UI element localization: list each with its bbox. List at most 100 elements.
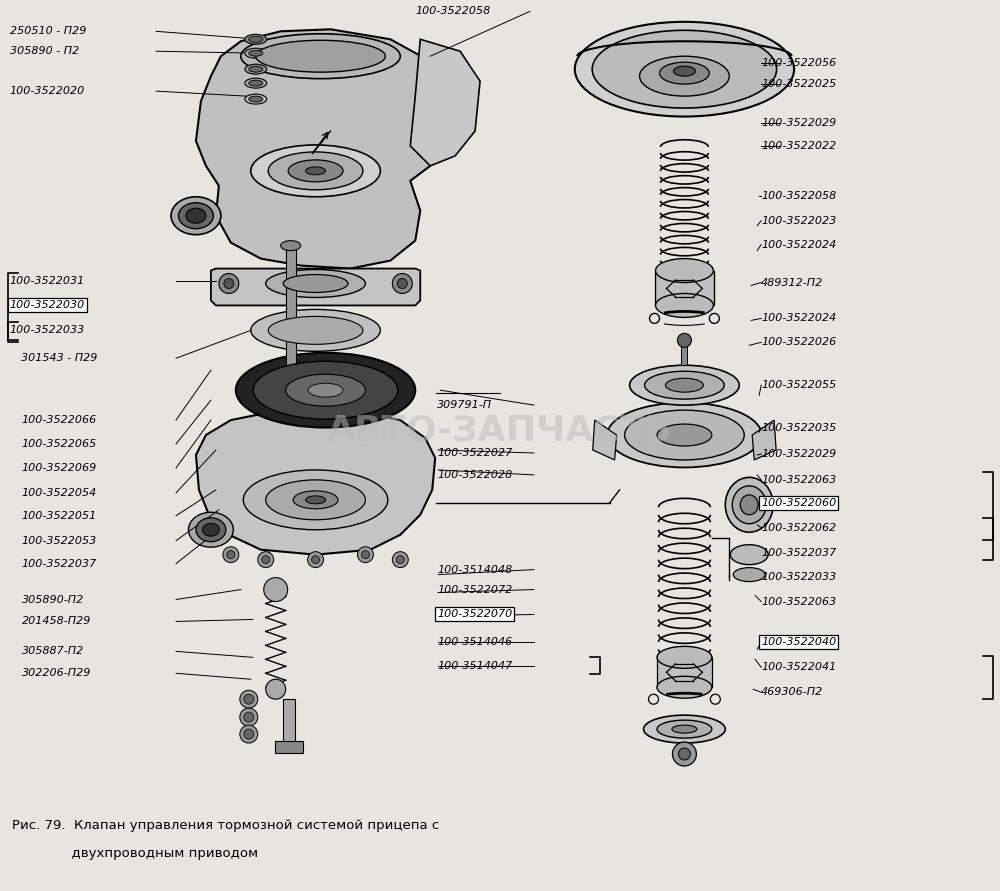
Ellipse shape	[657, 720, 712, 738]
Ellipse shape	[245, 78, 267, 88]
Text: 100-3522060: 100-3522060	[761, 498, 836, 508]
Circle shape	[678, 748, 690, 760]
Text: 100-3522072: 100-3522072	[437, 584, 512, 594]
Text: 100-3522023: 100-3522023	[761, 216, 836, 225]
Ellipse shape	[249, 66, 263, 72]
Ellipse shape	[249, 50, 263, 56]
Text: 100-3522055: 100-3522055	[761, 380, 836, 390]
Circle shape	[397, 279, 407, 289]
Circle shape	[219, 274, 239, 293]
Text: 309791-П: 309791-П	[437, 400, 492, 410]
Text: 100-3522063: 100-3522063	[761, 475, 836, 485]
Ellipse shape	[245, 64, 267, 74]
Ellipse shape	[660, 62, 709, 84]
Ellipse shape	[730, 544, 768, 565]
Text: 100-3522058: 100-3522058	[761, 191, 836, 200]
Circle shape	[308, 552, 324, 568]
Ellipse shape	[630, 365, 739, 405]
Text: 301543 - П29: 301543 - П29	[21, 353, 98, 364]
Text: Рис. 79.  Клапан управления тормозной системой прицепа с: Рис. 79. Клапан управления тормозной сис…	[12, 819, 439, 832]
Circle shape	[223, 547, 239, 562]
Ellipse shape	[740, 495, 758, 515]
Text: 100-3522035: 100-3522035	[761, 423, 836, 433]
Ellipse shape	[249, 96, 263, 102]
Ellipse shape	[249, 37, 263, 42]
Text: 100-3522066: 100-3522066	[21, 415, 97, 425]
Ellipse shape	[256, 40, 385, 72]
Ellipse shape	[202, 523, 219, 536]
Ellipse shape	[249, 80, 263, 86]
Text: АВТО-ЗАПЧАСТЬ: АВТО-ЗАПЧАСТЬ	[327, 413, 673, 447]
Ellipse shape	[306, 496, 326, 503]
Ellipse shape	[268, 316, 363, 344]
Ellipse shape	[245, 94, 267, 104]
Text: 100-3522037: 100-3522037	[21, 559, 97, 568]
Ellipse shape	[171, 197, 221, 234]
Ellipse shape	[640, 56, 729, 96]
Text: 305890-П2: 305890-П2	[21, 594, 84, 604]
Text: 100-3522029: 100-3522029	[761, 118, 836, 128]
Ellipse shape	[196, 518, 226, 542]
Text: 305887-П2: 305887-П2	[21, 646, 84, 657]
Circle shape	[392, 552, 408, 568]
Ellipse shape	[644, 715, 725, 743]
Polygon shape	[196, 410, 435, 555]
Ellipse shape	[268, 152, 363, 190]
Ellipse shape	[241, 34, 400, 78]
Text: 100-3522037: 100-3522037	[761, 548, 836, 558]
Circle shape	[262, 556, 270, 564]
Text: 100-3522056: 100-3522056	[761, 58, 836, 69]
Circle shape	[240, 708, 258, 726]
Ellipse shape	[286, 374, 365, 406]
Ellipse shape	[645, 372, 724, 399]
Text: 100-3522027: 100-3522027	[437, 448, 512, 458]
Polygon shape	[752, 420, 776, 460]
Circle shape	[392, 274, 412, 293]
Ellipse shape	[251, 309, 380, 351]
Ellipse shape	[266, 480, 365, 519]
Text: 100-3522020: 100-3522020	[10, 86, 85, 96]
Circle shape	[264, 577, 288, 601]
Text: 302206-П29: 302206-П29	[21, 668, 91, 678]
Bar	[655, 271, 714, 306]
Text: 489312-П2: 489312-П2	[761, 277, 823, 288]
Text: 100-3522051: 100-3522051	[21, 511, 97, 520]
Ellipse shape	[306, 167, 326, 175]
Text: 100-3522069: 100-3522069	[21, 463, 97, 473]
Ellipse shape	[288, 159, 343, 182]
Text: 100-3522029: 100-3522029	[761, 449, 836, 459]
Circle shape	[240, 725, 258, 743]
Ellipse shape	[283, 274, 348, 292]
Text: 100-3522028: 100-3522028	[437, 470, 512, 480]
Text: 100-3522030: 100-3522030	[10, 300, 85, 310]
Ellipse shape	[293, 491, 338, 509]
Circle shape	[361, 551, 369, 559]
Circle shape	[224, 279, 234, 289]
Text: 100-3522053: 100-3522053	[21, 535, 97, 545]
Circle shape	[266, 679, 286, 699]
Text: 201458-П29: 201458-П29	[21, 617, 91, 626]
Ellipse shape	[656, 293, 713, 317]
Ellipse shape	[266, 270, 365, 298]
Circle shape	[227, 551, 235, 559]
Text: 100-3522022: 100-3522022	[761, 141, 836, 151]
Text: 250510 - П29: 250510 - П29	[10, 27, 86, 37]
Ellipse shape	[657, 676, 712, 699]
Text: 100-3522063: 100-3522063	[761, 596, 836, 607]
Ellipse shape	[665, 378, 703, 392]
Ellipse shape	[656, 258, 713, 282]
Text: 469306-П2: 469306-П2	[761, 687, 823, 698]
Bar	[283, 699, 295, 744]
Text: 100-3522024: 100-3522024	[761, 314, 836, 323]
Ellipse shape	[281, 241, 301, 250]
Ellipse shape	[188, 512, 233, 547]
Text: 100-3522058: 100-3522058	[415, 6, 491, 16]
Ellipse shape	[253, 361, 398, 419]
Ellipse shape	[607, 403, 762, 468]
Circle shape	[396, 556, 404, 564]
Circle shape	[672, 742, 696, 766]
Text: 100-3514046: 100-3514046	[437, 637, 512, 648]
Ellipse shape	[245, 48, 267, 58]
Circle shape	[244, 729, 254, 739]
Circle shape	[244, 694, 254, 704]
